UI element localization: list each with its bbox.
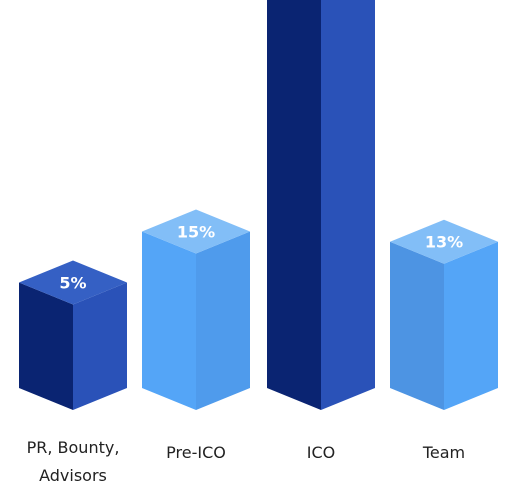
category-label: Advisors [39, 466, 107, 485]
bar-value-label: 13% [425, 233, 463, 252]
bar-left-face [267, 0, 321, 410]
bar-top-face [142, 209, 250, 254]
category-label: Pre-ICO [166, 443, 226, 462]
category-label: ICO [307, 443, 335, 462]
bar-3: 67% [267, 0, 375, 410]
bar-value-label: 5% [59, 274, 86, 293]
bar-top-face [390, 219, 498, 264]
category-label: Team [422, 443, 465, 462]
bar-value-label: 15% [177, 223, 215, 242]
bar-right-face [321, 0, 375, 410]
bar-left-face [142, 231, 196, 410]
bar-right-face [196, 231, 250, 410]
bar-left-face [19, 282, 73, 410]
bar-1: 5% [19, 260, 127, 410]
bar-right-face [444, 241, 498, 410]
category-label: PR, Bounty, [27, 438, 120, 457]
bar-2: 15% [142, 209, 250, 410]
bar-top-face [19, 260, 127, 305]
bar-right-face [73, 282, 127, 410]
bar-left-face [390, 241, 444, 410]
bar-4: 13% [390, 219, 498, 410]
